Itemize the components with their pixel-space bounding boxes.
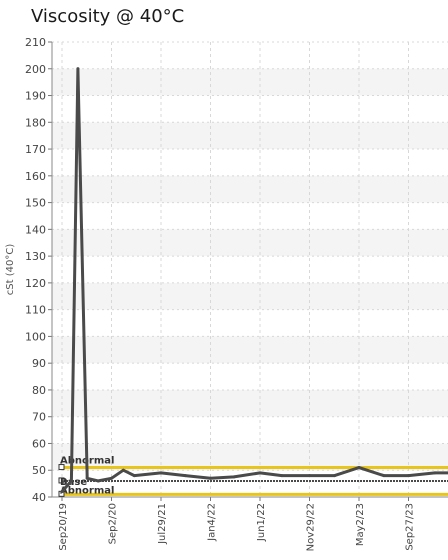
plot-band	[52, 229, 448, 257]
plot-band	[52, 443, 448, 471]
chart-title: Viscosity @ 40°C	[31, 6, 185, 27]
data-point	[159, 471, 163, 475]
plot-band	[52, 175, 448, 203]
data-point	[132, 474, 136, 478]
y-tick-label: 50	[32, 464, 46, 477]
data-point	[308, 474, 311, 478]
x-tick-label: Sep2/20	[108, 503, 119, 544]
data-point	[121, 468, 125, 472]
data-point	[85, 476, 89, 480]
y-tick-label: 160	[25, 170, 46, 183]
x-tick-label: Jun1/22	[256, 503, 267, 542]
y-tick-label: 140	[25, 223, 46, 236]
data-point	[258, 471, 262, 475]
y-tick-label: 100	[25, 330, 46, 343]
data-point	[382, 474, 386, 478]
y-tick-label: 40	[32, 491, 46, 504]
data-point	[280, 474, 284, 478]
data-point	[433, 471, 437, 475]
data-point	[333, 474, 337, 478]
x-tick-label: Sep20/19	[58, 503, 69, 551]
y-tick-label: 110	[25, 304, 46, 317]
data-point	[76, 67, 80, 71]
y-tick-label: 120	[25, 277, 46, 290]
data-point	[183, 474, 187, 478]
plot-band	[52, 336, 448, 364]
plot-band	[52, 389, 448, 417]
data-point	[209, 476, 212, 480]
data-point	[96, 479, 100, 483]
plot-band	[52, 122, 448, 150]
data-point	[69, 479, 73, 483]
x-tick-label: Jan4/22	[207, 503, 218, 542]
y-tick-label: 150	[25, 197, 46, 210]
data-point	[232, 475, 236, 479]
y-axis-label: cSt (40°C)	[5, 244, 16, 296]
y-tick-label: 210	[25, 36, 46, 49]
y-tick-label: 200	[25, 63, 46, 76]
y-tick-label: 190	[25, 90, 46, 103]
y-tick-label: 70	[32, 411, 46, 424]
x-tick-label: Nov29/22	[306, 503, 317, 551]
plot-band	[52, 68, 448, 96]
y-tick-label: 60	[32, 437, 46, 450]
data-point	[60, 490, 64, 494]
plot-band	[52, 282, 448, 310]
data-point	[110, 476, 113, 480]
reference-line-label: Abnormal	[60, 485, 114, 496]
reference-line-marker	[58, 477, 65, 484]
y-tick-label: 80	[32, 384, 46, 397]
data-point	[407, 474, 410, 478]
y-tick-label: 170	[25, 143, 46, 156]
reference-line-label: Base	[60, 477, 87, 488]
y-tick-label: 90	[32, 357, 46, 370]
y-tick-label: 130	[25, 250, 46, 263]
data-point	[357, 466, 361, 470]
reference-line-marker	[58, 464, 65, 471]
x-tick-label: Sep27/23	[405, 503, 416, 551]
y-tick-label: 180	[25, 116, 46, 129]
x-tick-label: May2/23	[355, 503, 366, 546]
x-tick-label: Jul29/21	[157, 503, 168, 545]
